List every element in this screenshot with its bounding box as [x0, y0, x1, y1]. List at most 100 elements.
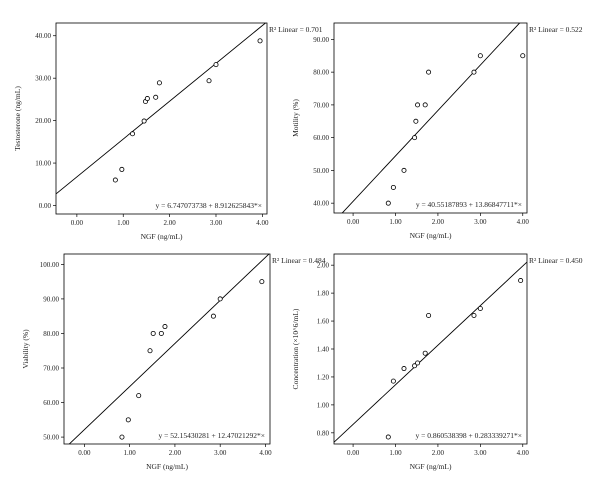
- data-point: [162, 324, 168, 330]
- r2-label: R² Linear = 0.522: [529, 25, 583, 34]
- x-tick-label: 1.00: [389, 449, 402, 457]
- data-point: [413, 118, 419, 124]
- data-point: [422, 102, 428, 108]
- chart-panel-2: 0.00 1.00 2.00 3.00 4.00 40.00 50.00 60.00 70.00…: [291, 22, 583, 240]
- regression-line: [56, 23, 267, 195]
- x-tick-label: 3.00: [474, 449, 487, 457]
- x-tick-label: 3.00: [474, 218, 487, 226]
- chart-panel-4: 0.00 1.00 2.00 3.00 4.00 0.80 1.00 1.20 1.40 1.60…: [291, 253, 583, 471]
- x-tick-label: 1.00: [124, 449, 137, 457]
- regression-equation: y = 6.747073738 + 8.912625843*×: [156, 201, 262, 210]
- y-tick-label: 90.00: [43, 295, 59, 303]
- data-point: [415, 102, 421, 108]
- data-point: [130, 131, 136, 137]
- y-tick-label: 40.00: [313, 200, 329, 208]
- y-tick-label: 0.80: [317, 429, 330, 437]
- data-point: [136, 393, 142, 399]
- x-axis-title: NGF (ng/mL): [410, 462, 452, 471]
- y-tick-label: 100.00: [40, 261, 60, 269]
- data-point: [213, 62, 219, 68]
- regression-equation: y = 0.860538398 + 0.283339271*×: [416, 431, 522, 440]
- data-point: [477, 53, 483, 59]
- data-point: [153, 94, 159, 100]
- x-axis-title: NGF (ng/mL): [141, 232, 183, 241]
- y-tick-label: 30.00: [35, 75, 51, 83]
- y-axis-title: Motility (%): [291, 99, 300, 137]
- y-tick-label: 10.00: [35, 160, 51, 168]
- plot-frame: [63, 253, 271, 445]
- r2-label: R² Linear = 0.484: [272, 256, 326, 265]
- data-point: [210, 313, 216, 319]
- y-tick-label: 80.00: [43, 330, 59, 338]
- y-tick-label: 40.00: [35, 32, 51, 40]
- data-point: [385, 200, 391, 206]
- data-point: [390, 184, 396, 190]
- data-point: [217, 296, 223, 302]
- y-tick-label: 50.00: [313, 167, 329, 175]
- data-point: [412, 363, 418, 369]
- y-axis-title: Viability (%): [21, 329, 30, 369]
- x-axis-title: NGF (ng/mL): [410, 231, 452, 240]
- x-tick-label: 0.00: [347, 218, 360, 226]
- x-tick-label: 3.00: [214, 449, 227, 457]
- data-point: [259, 279, 265, 285]
- x-tick-label: 4.00: [517, 218, 530, 226]
- x-tick-label: 0.00: [78, 449, 91, 457]
- plot-frame: [55, 22, 268, 215]
- chart-panel-1: 0.00 1.00 2.00 3.00 4.00 0.00 10.00 20.00 30.00 4…: [13, 22, 323, 241]
- x-tick-label: 2.00: [163, 219, 176, 227]
- data-point: [426, 69, 432, 75]
- data-point: [119, 434, 125, 440]
- data-point: [401, 167, 407, 173]
- data-point: [158, 330, 164, 336]
- regression-line: [334, 261, 527, 443]
- data-point: [471, 69, 477, 75]
- y-tick-label: 1.00: [317, 401, 330, 409]
- x-tick-label: 1.00: [117, 219, 130, 227]
- data-point: [147, 348, 153, 354]
- regression-equation: y = 40.55187893 + 13.86847711*×: [416, 200, 522, 209]
- y-tick-label: 1.40: [317, 346, 330, 354]
- y-axis-title: Concentration (×10^6/mL): [291, 308, 300, 389]
- x-tick-label: 0.00: [71, 219, 84, 227]
- data-point: [125, 417, 131, 423]
- y-tick-label: 90.00: [313, 36, 329, 44]
- chart-panel-3: 0.00 1.00 2.00 3.00 4.00 50.00 60.00 70.00 80.00…: [21, 253, 326, 471]
- plot-frame: [333, 22, 528, 214]
- data-point: [390, 378, 396, 384]
- y-tick-label: 1.80: [317, 290, 330, 298]
- x-tick-label: 4.00: [256, 219, 269, 227]
- y-tick-label: 70.00: [313, 101, 329, 109]
- y-tick-label: 80.00: [313, 69, 329, 77]
- x-tick-label: 0.00: [347, 449, 360, 457]
- data-point: [141, 118, 147, 124]
- y-tick-label: 20.00: [35, 117, 51, 125]
- x-tick-label: 3.00: [210, 219, 223, 227]
- data-point: [150, 330, 156, 336]
- data-point: [426, 312, 432, 318]
- y-tick-label: 0.00: [39, 202, 52, 210]
- y-tick-label: 50.00: [43, 434, 59, 442]
- y-tick-label: 2.00: [317, 262, 330, 270]
- data-point: [422, 350, 428, 356]
- data-point: [415, 360, 421, 366]
- y-tick-label: 60.00: [313, 134, 329, 142]
- r2-label: R² Linear = 0.450: [529, 256, 583, 265]
- regression-equation: y = 52.15430281 + 12.47021292*×: [159, 431, 265, 440]
- data-point: [206, 78, 212, 84]
- y-tick-label: 60.00: [43, 399, 59, 407]
- data-point: [156, 80, 162, 86]
- data-point: [520, 53, 526, 59]
- data-point: [112, 177, 118, 183]
- x-tick-label: 2.00: [432, 218, 445, 226]
- y-tick-label: 70.00: [43, 365, 59, 373]
- data-point: [477, 305, 483, 311]
- regression-line: [341, 23, 521, 213]
- data-point: [119, 166, 125, 172]
- x-tick-label: 4.00: [259, 449, 272, 457]
- x-tick-label: 2.00: [432, 449, 445, 457]
- data-point: [471, 312, 477, 318]
- data-point: [257, 38, 263, 44]
- x-tick-label: 2.00: [169, 449, 182, 457]
